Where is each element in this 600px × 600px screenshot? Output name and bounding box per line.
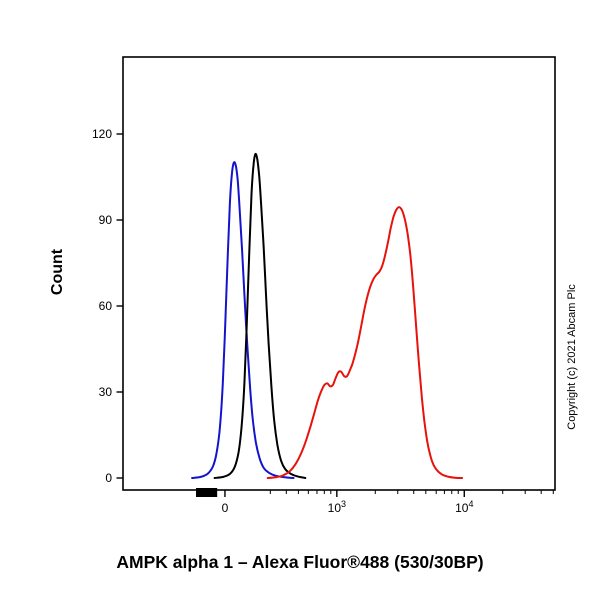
- y-axis-label: Count: [49, 248, 66, 295]
- chart-title: AMPK alpha 1 – Alexa Fluor®488 (530/30BP…: [116, 552, 483, 572]
- y-tick-label: 90: [99, 213, 113, 227]
- series-curve-ampk-alpha-1-red: [266, 206, 464, 479]
- plot-border: [122, 56, 556, 491]
- series-curve-isotype-control-black: [213, 152, 307, 479]
- x-tick-label: 104: [455, 499, 473, 515]
- copyright-text: Copyright (c) 2021 Abcam Plc: [566, 284, 578, 430]
- y-tick-label: 30: [99, 385, 113, 399]
- series-curve-unlabelled-control-blue: [191, 161, 295, 479]
- chart-dynamic-layer: 0 103 104 0 30 60 90 120: [92, 127, 554, 515]
- y-tick-label: 0: [105, 471, 112, 485]
- y-tick-label: 60: [99, 299, 113, 313]
- y-tick-label: 120: [92, 127, 112, 141]
- x-tick-label: 0: [222, 501, 229, 515]
- x-dense-tick-cluster: [196, 488, 218, 497]
- x-tick-label: 103: [328, 499, 346, 515]
